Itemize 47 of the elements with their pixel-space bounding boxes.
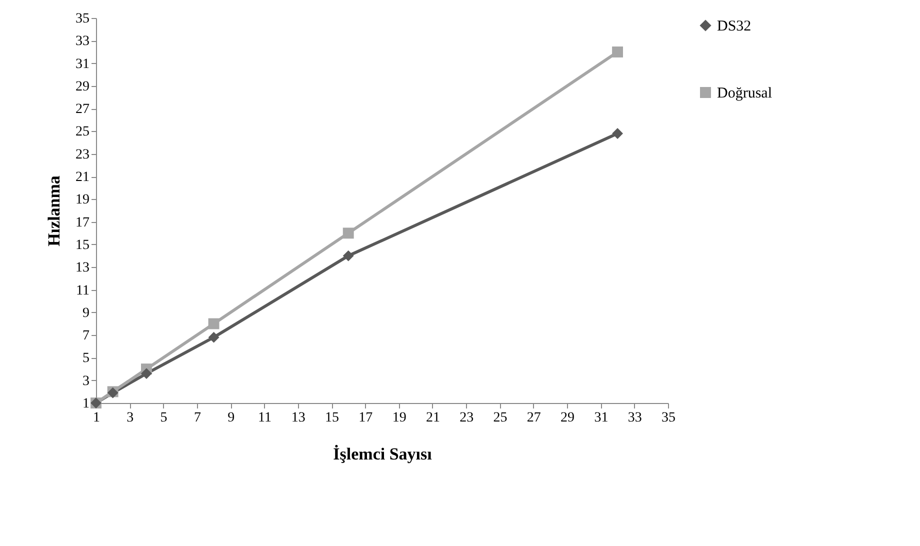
y-tick-label: 19 bbox=[76, 192, 90, 208]
y-tick-label: 21 bbox=[76, 170, 90, 186]
x-tick-label: 1 bbox=[93, 410, 100, 426]
y-tick-label: 3 bbox=[82, 374, 90, 389]
y-tick-label: 11 bbox=[76, 283, 90, 298]
point bbox=[208, 332, 220, 343]
x-tick-label: 13 bbox=[291, 410, 306, 426]
y-axis-title: Hızlanma bbox=[44, 175, 64, 246]
y-tick-label: 27 bbox=[76, 102, 90, 118]
x-tick-label: 29 bbox=[560, 410, 575, 426]
y-tick-label: 35 bbox=[76, 12, 90, 26]
x-tick-label: 5 bbox=[160, 410, 168, 426]
x-tick-label: 35 bbox=[662, 410, 676, 426]
y-tick-label: 17 bbox=[76, 215, 90, 230]
x-tick-label: 27 bbox=[526, 410, 541, 426]
x-tick-label: 3 bbox=[126, 410, 134, 426]
point bbox=[342, 250, 354, 262]
y-tick-label: 9 bbox=[82, 306, 90, 321]
legend-label: DS32 bbox=[717, 18, 752, 34]
point bbox=[612, 128, 624, 139]
y-tick-label: 25 bbox=[76, 124, 90, 140]
point bbox=[140, 368, 152, 380]
x-tick-label: 15 bbox=[325, 410, 340, 426]
x-tick-label: 25 bbox=[493, 410, 508, 426]
y-tick-label: 29 bbox=[76, 79, 90, 94]
x-tick-label: 7 bbox=[194, 410, 201, 426]
y-tick-label: 7 bbox=[82, 328, 90, 344]
legend-label: Doğrusal bbox=[717, 86, 772, 102]
x-tick-label: 9 bbox=[228, 410, 235, 426]
y-tick-label: 23 bbox=[76, 147, 90, 162]
point bbox=[342, 228, 354, 239]
y-tick-label: 5 bbox=[82, 351, 90, 366]
y-tick-label: 31 bbox=[76, 56, 90, 72]
x-axis-title: İşlemci Sayısı bbox=[333, 444, 432, 464]
x-tick-label: 19 bbox=[392, 410, 406, 426]
x-tick-label: 21 bbox=[426, 410, 440, 426]
x-tick-label: 23 bbox=[460, 410, 474, 426]
y-tick-label: 15 bbox=[76, 238, 90, 253]
point bbox=[612, 46, 624, 58]
y-tick-label: 33 bbox=[76, 34, 90, 50]
x-tick-label: 11 bbox=[258, 410, 272, 426]
x-tick-label: 31 bbox=[594, 410, 608, 426]
point bbox=[208, 318, 220, 330]
y-tick-label: 13 bbox=[76, 260, 90, 276]
x-tick-label: 33 bbox=[628, 410, 642, 426]
x-tick-label: 17 bbox=[358, 410, 373, 426]
y-tick-label: 1 bbox=[82, 396, 90, 412]
